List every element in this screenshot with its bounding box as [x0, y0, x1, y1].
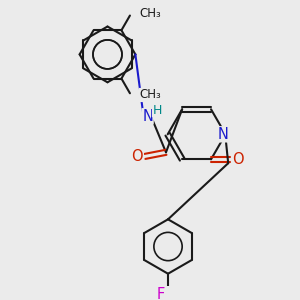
Text: N: N	[142, 109, 153, 124]
Text: O: O	[232, 152, 244, 167]
Text: O: O	[132, 149, 143, 164]
Text: F: F	[156, 286, 165, 300]
Text: CH₃: CH₃	[140, 7, 161, 20]
Text: CH₃: CH₃	[140, 88, 161, 101]
Text: H: H	[152, 104, 162, 117]
Text: N: N	[217, 127, 228, 142]
